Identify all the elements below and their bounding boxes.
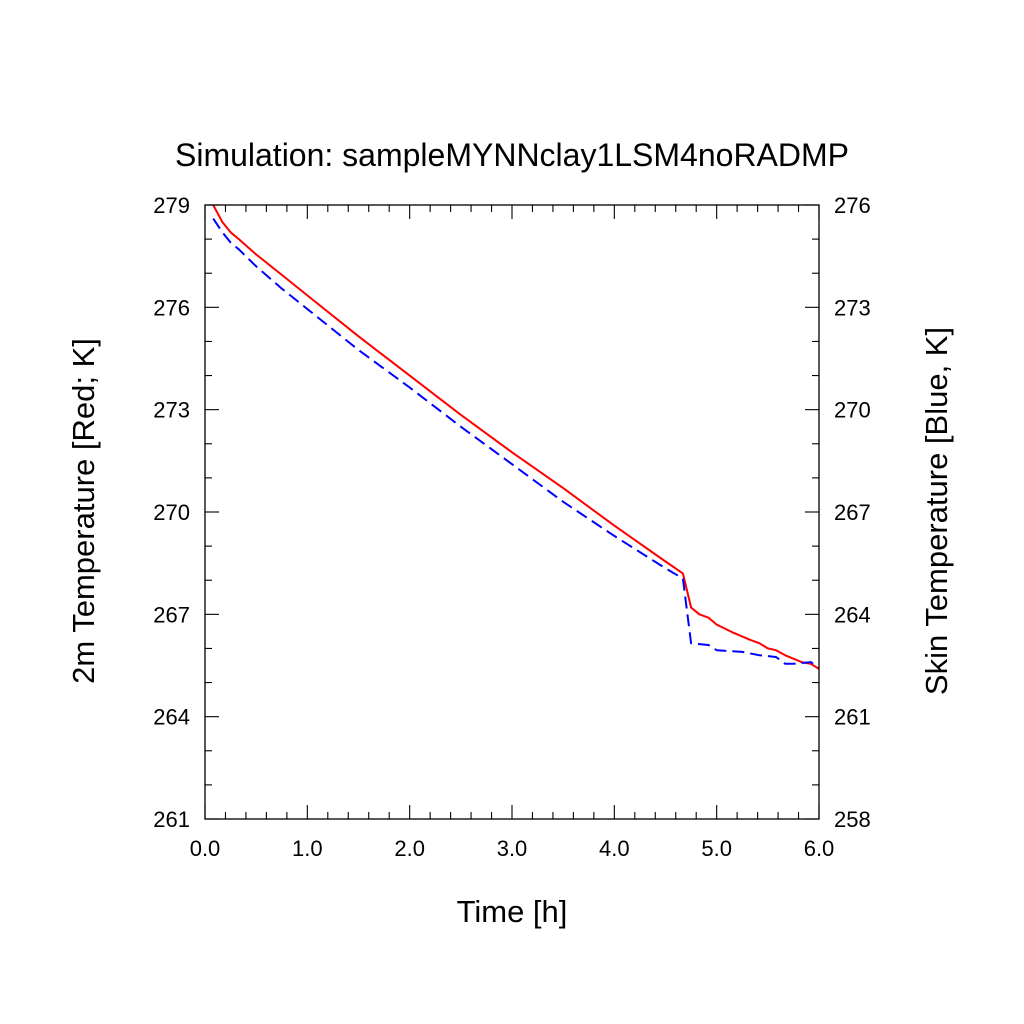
y-right-tick-label: 261 [834, 705, 871, 730]
x-tick-label: 6.0 [804, 836, 835, 861]
y-left-tick-label: 264 [153, 705, 190, 730]
y-right-tick-label: 276 [834, 193, 871, 218]
y-left-tick-label: 267 [153, 602, 190, 627]
y-left-tick-label: 270 [153, 500, 190, 525]
y-axis-right-title: Skin Temperature [Blue, K] [919, 327, 954, 695]
y-axis-left-title: 2m Temperature [Red; K] [66, 338, 101, 684]
y-right-tick-label: 273 [834, 295, 871, 320]
axis-tick-labels: 0.0 1.0 2.0 3.0 4.0 5.0 6.0 261 264 267 270 273 276 2… [153, 193, 870, 861]
axis-ticks [204, 204, 820, 820]
y-right-tick-label: 264 [834, 602, 871, 627]
y-left-tick-label: 273 [153, 398, 190, 423]
series-line-skin-temperature [212, 218, 820, 669]
x-tick-label: 0.0 [190, 836, 221, 861]
y-right-tick-label: 270 [834, 398, 871, 423]
x-tick-label: 3.0 [497, 836, 528, 861]
y-right-tick-label: 267 [834, 500, 871, 525]
y-left-tick-label: 279 [153, 193, 190, 218]
plot-frame [204, 204, 820, 820]
series-layer [212, 204, 820, 670]
x-tick-label: 5.0 [701, 836, 732, 861]
y-left-tick-label: 276 [153, 295, 190, 320]
x-tick-label: 2.0 [394, 836, 425, 861]
chart-title: Simulation: sampleMYNNclay1LSM4noRADMP [175, 137, 849, 173]
y-left-tick-label: 261 [153, 807, 190, 832]
series-line-2m-temperature [212, 204, 820, 670]
y-right-tick-label: 258 [834, 807, 871, 832]
x-axis-title: Time [h] [457, 894, 568, 929]
x-tick-label: 4.0 [599, 836, 630, 861]
x-tick-label: 1.0 [292, 836, 323, 861]
